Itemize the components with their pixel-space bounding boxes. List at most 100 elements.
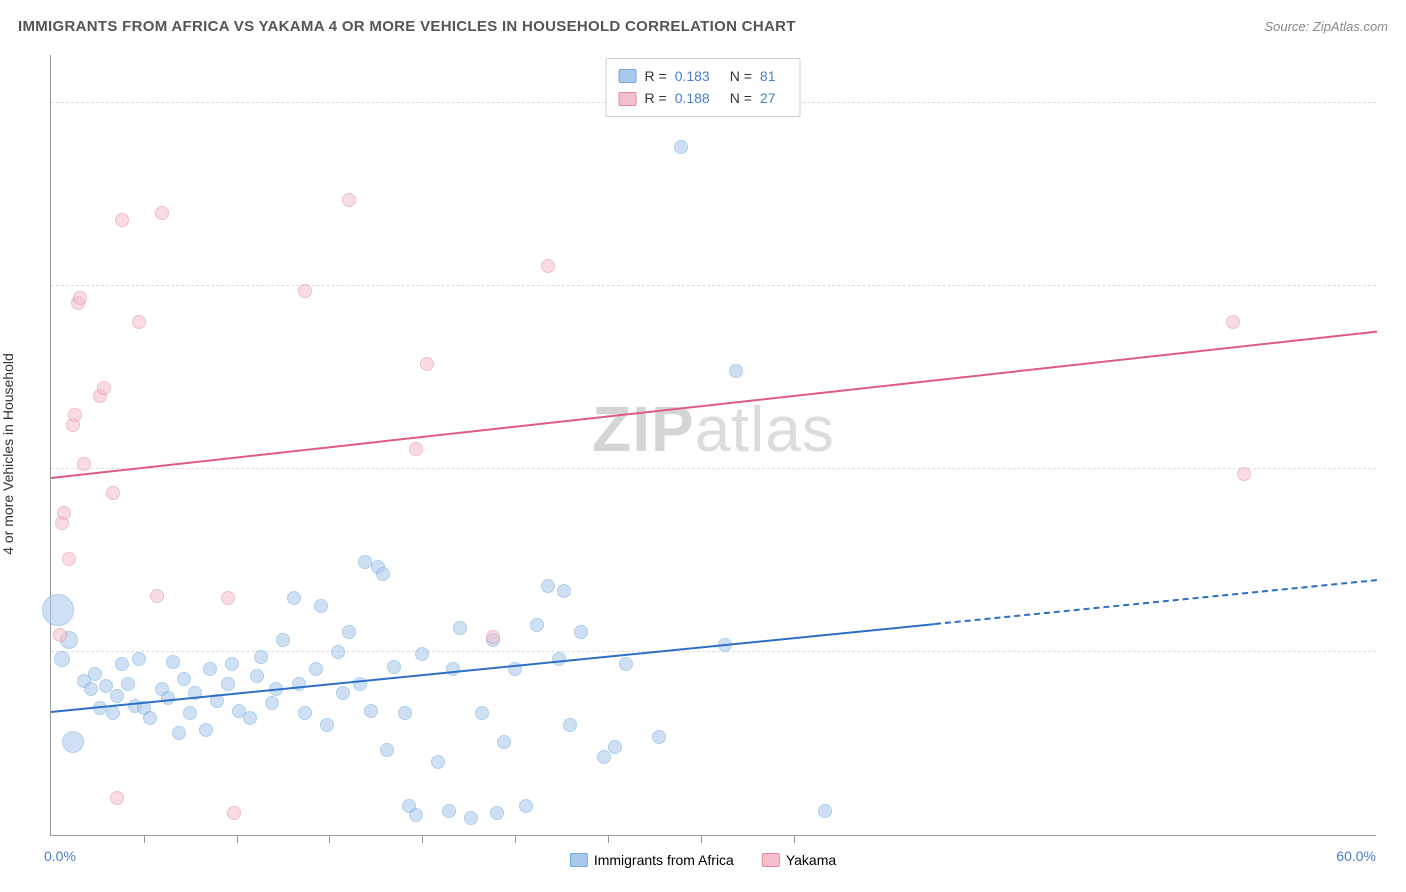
- data-point: [309, 662, 323, 676]
- data-point: [199, 723, 213, 737]
- data-point: [265, 696, 279, 710]
- data-point: [541, 579, 555, 593]
- legend-n-value: 27: [760, 87, 776, 109]
- data-point: [155, 206, 169, 220]
- legend-label: Immigrants from Africa: [594, 852, 734, 868]
- data-point: [490, 806, 504, 820]
- legend-swatch: [762, 853, 780, 867]
- data-point: [519, 799, 533, 813]
- x-axis-max-label: 60.0%: [1336, 848, 1376, 864]
- data-point: [358, 555, 372, 569]
- y-tick-label: 22.5%: [1388, 262, 1406, 278]
- y-axis-label: 4 or more Vehicles in Household: [0, 353, 16, 555]
- data-point: [54, 651, 70, 667]
- data-point: [203, 662, 217, 676]
- y-tick-label: 30.0%: [1388, 79, 1406, 95]
- data-point: [431, 755, 445, 769]
- data-point: [557, 584, 571, 598]
- legend-item: Immigrants from Africa: [570, 852, 734, 868]
- legend-r-label: R =: [645, 65, 667, 87]
- data-point: [172, 726, 186, 740]
- data-point: [1237, 467, 1251, 481]
- data-point: [331, 645, 345, 659]
- legend-label: Yakama: [786, 852, 836, 868]
- scatter-chart: ZIPatlas 7.5%15.0%22.5%30.0%: [50, 55, 1376, 836]
- data-point: [387, 660, 401, 674]
- data-point: [243, 711, 257, 725]
- data-point: [475, 706, 489, 720]
- data-point: [276, 633, 290, 647]
- legend-r-value: 0.183: [675, 65, 710, 87]
- data-point: [674, 140, 688, 154]
- data-point: [530, 618, 544, 632]
- data-point: [166, 655, 180, 669]
- data-point: [464, 811, 478, 825]
- data-point: [364, 704, 378, 718]
- legend-n-label: N =: [730, 87, 752, 109]
- data-point: [132, 652, 146, 666]
- data-point: [486, 630, 500, 644]
- data-point: [57, 506, 71, 520]
- data-point: [77, 457, 91, 471]
- correlation-legend: R = 0.183N = 81R = 0.188 N = 27: [606, 58, 801, 117]
- data-point: [115, 657, 129, 671]
- data-point: [88, 667, 102, 681]
- data-point: [597, 750, 611, 764]
- data-point: [106, 706, 120, 720]
- data-point: [563, 718, 577, 732]
- y-tick-label: 15.0%: [1388, 445, 1406, 461]
- trend-line: [51, 330, 1377, 478]
- x-tick: [608, 835, 609, 843]
- x-tick: [794, 835, 795, 843]
- data-point: [446, 662, 460, 676]
- data-point: [619, 657, 633, 671]
- gridline: [51, 285, 1376, 286]
- data-point: [298, 284, 312, 298]
- data-point: [409, 442, 423, 456]
- data-point: [121, 677, 135, 691]
- legend-row: R = 0.188 N = 27: [619, 87, 788, 109]
- data-point: [420, 357, 434, 371]
- data-point: [497, 735, 511, 749]
- legend-swatch: [619, 92, 637, 106]
- gridline: [51, 651, 1376, 652]
- data-point: [818, 804, 832, 818]
- data-point: [84, 682, 98, 696]
- source-label: Source: ZipAtlas.com: [1264, 19, 1388, 34]
- legend-n-value: 81: [760, 65, 776, 87]
- legend-r-value: 0.188: [675, 87, 710, 109]
- x-tick: [329, 835, 330, 843]
- data-point: [68, 408, 82, 422]
- data-point: [97, 381, 111, 395]
- data-point: [314, 599, 328, 613]
- data-point: [336, 686, 350, 700]
- data-point: [287, 591, 301, 605]
- data-point: [376, 567, 390, 581]
- data-point: [652, 730, 666, 744]
- data-point: [729, 364, 743, 378]
- data-point: [183, 706, 197, 720]
- data-point: [250, 669, 264, 683]
- data-point: [143, 711, 157, 725]
- data-point: [106, 486, 120, 500]
- data-point: [320, 718, 334, 732]
- y-tick-label: 7.5%: [1388, 628, 1406, 644]
- data-point: [415, 647, 429, 661]
- data-point: [225, 657, 239, 671]
- legend-swatch: [619, 69, 637, 83]
- data-point: [342, 625, 356, 639]
- x-tick: [422, 835, 423, 843]
- data-point: [132, 315, 146, 329]
- legend-r-label: R =: [645, 87, 667, 109]
- data-point: [298, 706, 312, 720]
- data-point: [53, 628, 67, 642]
- x-tick: [701, 835, 702, 843]
- chart-title: IMMIGRANTS FROM AFRICA VS YAKAMA 4 OR MO…: [18, 18, 796, 35]
- data-point: [221, 591, 235, 605]
- data-point: [380, 743, 394, 757]
- legend-row: R = 0.183N = 81: [619, 65, 788, 87]
- legend-item: Yakama: [762, 852, 836, 868]
- data-point: [177, 672, 191, 686]
- data-point: [409, 808, 423, 822]
- data-point: [574, 625, 588, 639]
